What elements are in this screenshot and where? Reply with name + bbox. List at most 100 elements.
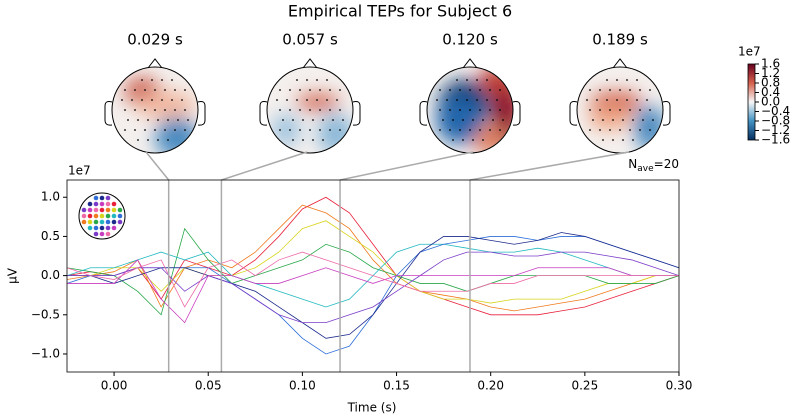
nose xyxy=(462,58,478,69)
inset-sensor xyxy=(99,201,105,207)
sensor xyxy=(462,139,464,141)
sensor xyxy=(171,79,173,81)
sensor xyxy=(134,89,136,91)
x-tick-label: 0.20 xyxy=(477,379,504,393)
sensor xyxy=(141,79,143,81)
x-tick-label: 0.00 xyxy=(101,379,128,393)
connector xyxy=(469,151,630,181)
inset-sensor xyxy=(105,225,111,231)
colorbar-tick-label: −0.4 xyxy=(761,104,790,118)
sensor xyxy=(147,139,149,141)
inset-sensor xyxy=(93,225,99,231)
sensor xyxy=(309,89,311,91)
sensor xyxy=(619,129,621,131)
topomap-field xyxy=(577,67,663,153)
sensor xyxy=(164,129,166,131)
colorbar-tick-label: 1.6 xyxy=(761,57,780,71)
sensor xyxy=(309,109,311,111)
chart-title: Empirical TEPs for Subject 6 xyxy=(288,2,512,21)
sensor xyxy=(469,89,471,91)
sensor xyxy=(316,79,318,81)
colorbar-tick-label: −0.8 xyxy=(761,114,790,128)
field-blob xyxy=(296,94,340,110)
blobs xyxy=(125,78,198,153)
sensor xyxy=(164,109,166,111)
inset-sensor xyxy=(99,207,105,213)
sensor xyxy=(649,129,651,131)
ear xyxy=(662,101,671,126)
sensor xyxy=(171,99,173,101)
sensor xyxy=(329,109,331,111)
sensor xyxy=(476,79,478,81)
inset-sensor xyxy=(93,195,99,201)
x-tick-label: 0.15 xyxy=(383,379,410,393)
inset-sensor xyxy=(111,201,117,207)
sensor xyxy=(482,119,484,121)
blobs xyxy=(588,92,663,150)
y-tick-label: 1.0 xyxy=(41,190,60,204)
sensor xyxy=(619,109,621,111)
sensor xyxy=(592,119,594,121)
sensor xyxy=(339,129,341,131)
topomap-title: 0.189 s xyxy=(592,31,648,49)
sensor xyxy=(302,139,304,141)
sensor xyxy=(279,89,281,91)
sensor xyxy=(326,79,328,81)
inset-sensor xyxy=(87,201,93,207)
sensor xyxy=(599,109,601,111)
sensor xyxy=(154,129,156,131)
sensor xyxy=(161,79,163,81)
sensor xyxy=(154,109,156,111)
sensor xyxy=(439,109,441,111)
sensor xyxy=(599,89,601,91)
sensor xyxy=(319,129,321,131)
sensor xyxy=(312,119,314,121)
sensor xyxy=(332,119,334,121)
sensor xyxy=(174,129,176,131)
sensor xyxy=(124,89,126,91)
topomap-field xyxy=(427,67,513,153)
sensor xyxy=(299,109,301,111)
topomap-title: 0.057 s xyxy=(282,31,338,49)
sensor xyxy=(609,109,611,111)
connector xyxy=(339,151,474,181)
colorbar-tick-label: −1.6 xyxy=(761,133,790,147)
sensor xyxy=(629,129,631,131)
x-axis-label: Time (s) xyxy=(347,401,397,415)
sensor xyxy=(612,139,614,141)
sensor xyxy=(442,119,444,121)
sensor xyxy=(322,139,324,141)
sensor xyxy=(609,89,611,91)
x-tick-label: 0.05 xyxy=(195,379,222,393)
sensor xyxy=(342,119,344,121)
sensor xyxy=(599,129,601,131)
nave-subscript: ave xyxy=(637,164,654,174)
sensor xyxy=(167,119,169,121)
sensor xyxy=(296,99,298,101)
sensor xyxy=(302,119,304,121)
sensor xyxy=(472,139,474,141)
sensor xyxy=(134,109,136,111)
sensor xyxy=(489,129,491,131)
colorbar-offset-label: 1e7 xyxy=(738,45,761,59)
sensor xyxy=(469,109,471,111)
sensor xyxy=(289,109,291,111)
sensor xyxy=(134,129,136,131)
sensor xyxy=(154,89,156,91)
inset-sensor xyxy=(105,231,111,237)
sensor xyxy=(632,119,634,121)
head-outline xyxy=(266,66,354,154)
ear xyxy=(569,101,578,126)
inset-sensor xyxy=(117,219,123,225)
inset-sensor xyxy=(87,213,93,219)
inset-sensor xyxy=(81,213,87,219)
nose xyxy=(147,58,163,69)
inset-sensor xyxy=(105,213,111,219)
topomap xyxy=(569,58,671,154)
inset-sensor xyxy=(99,219,105,225)
x-tick-label: 0.25 xyxy=(571,379,598,393)
sensor xyxy=(606,79,608,81)
topomap-title: 0.120 s xyxy=(442,31,498,49)
ear xyxy=(197,101,206,126)
